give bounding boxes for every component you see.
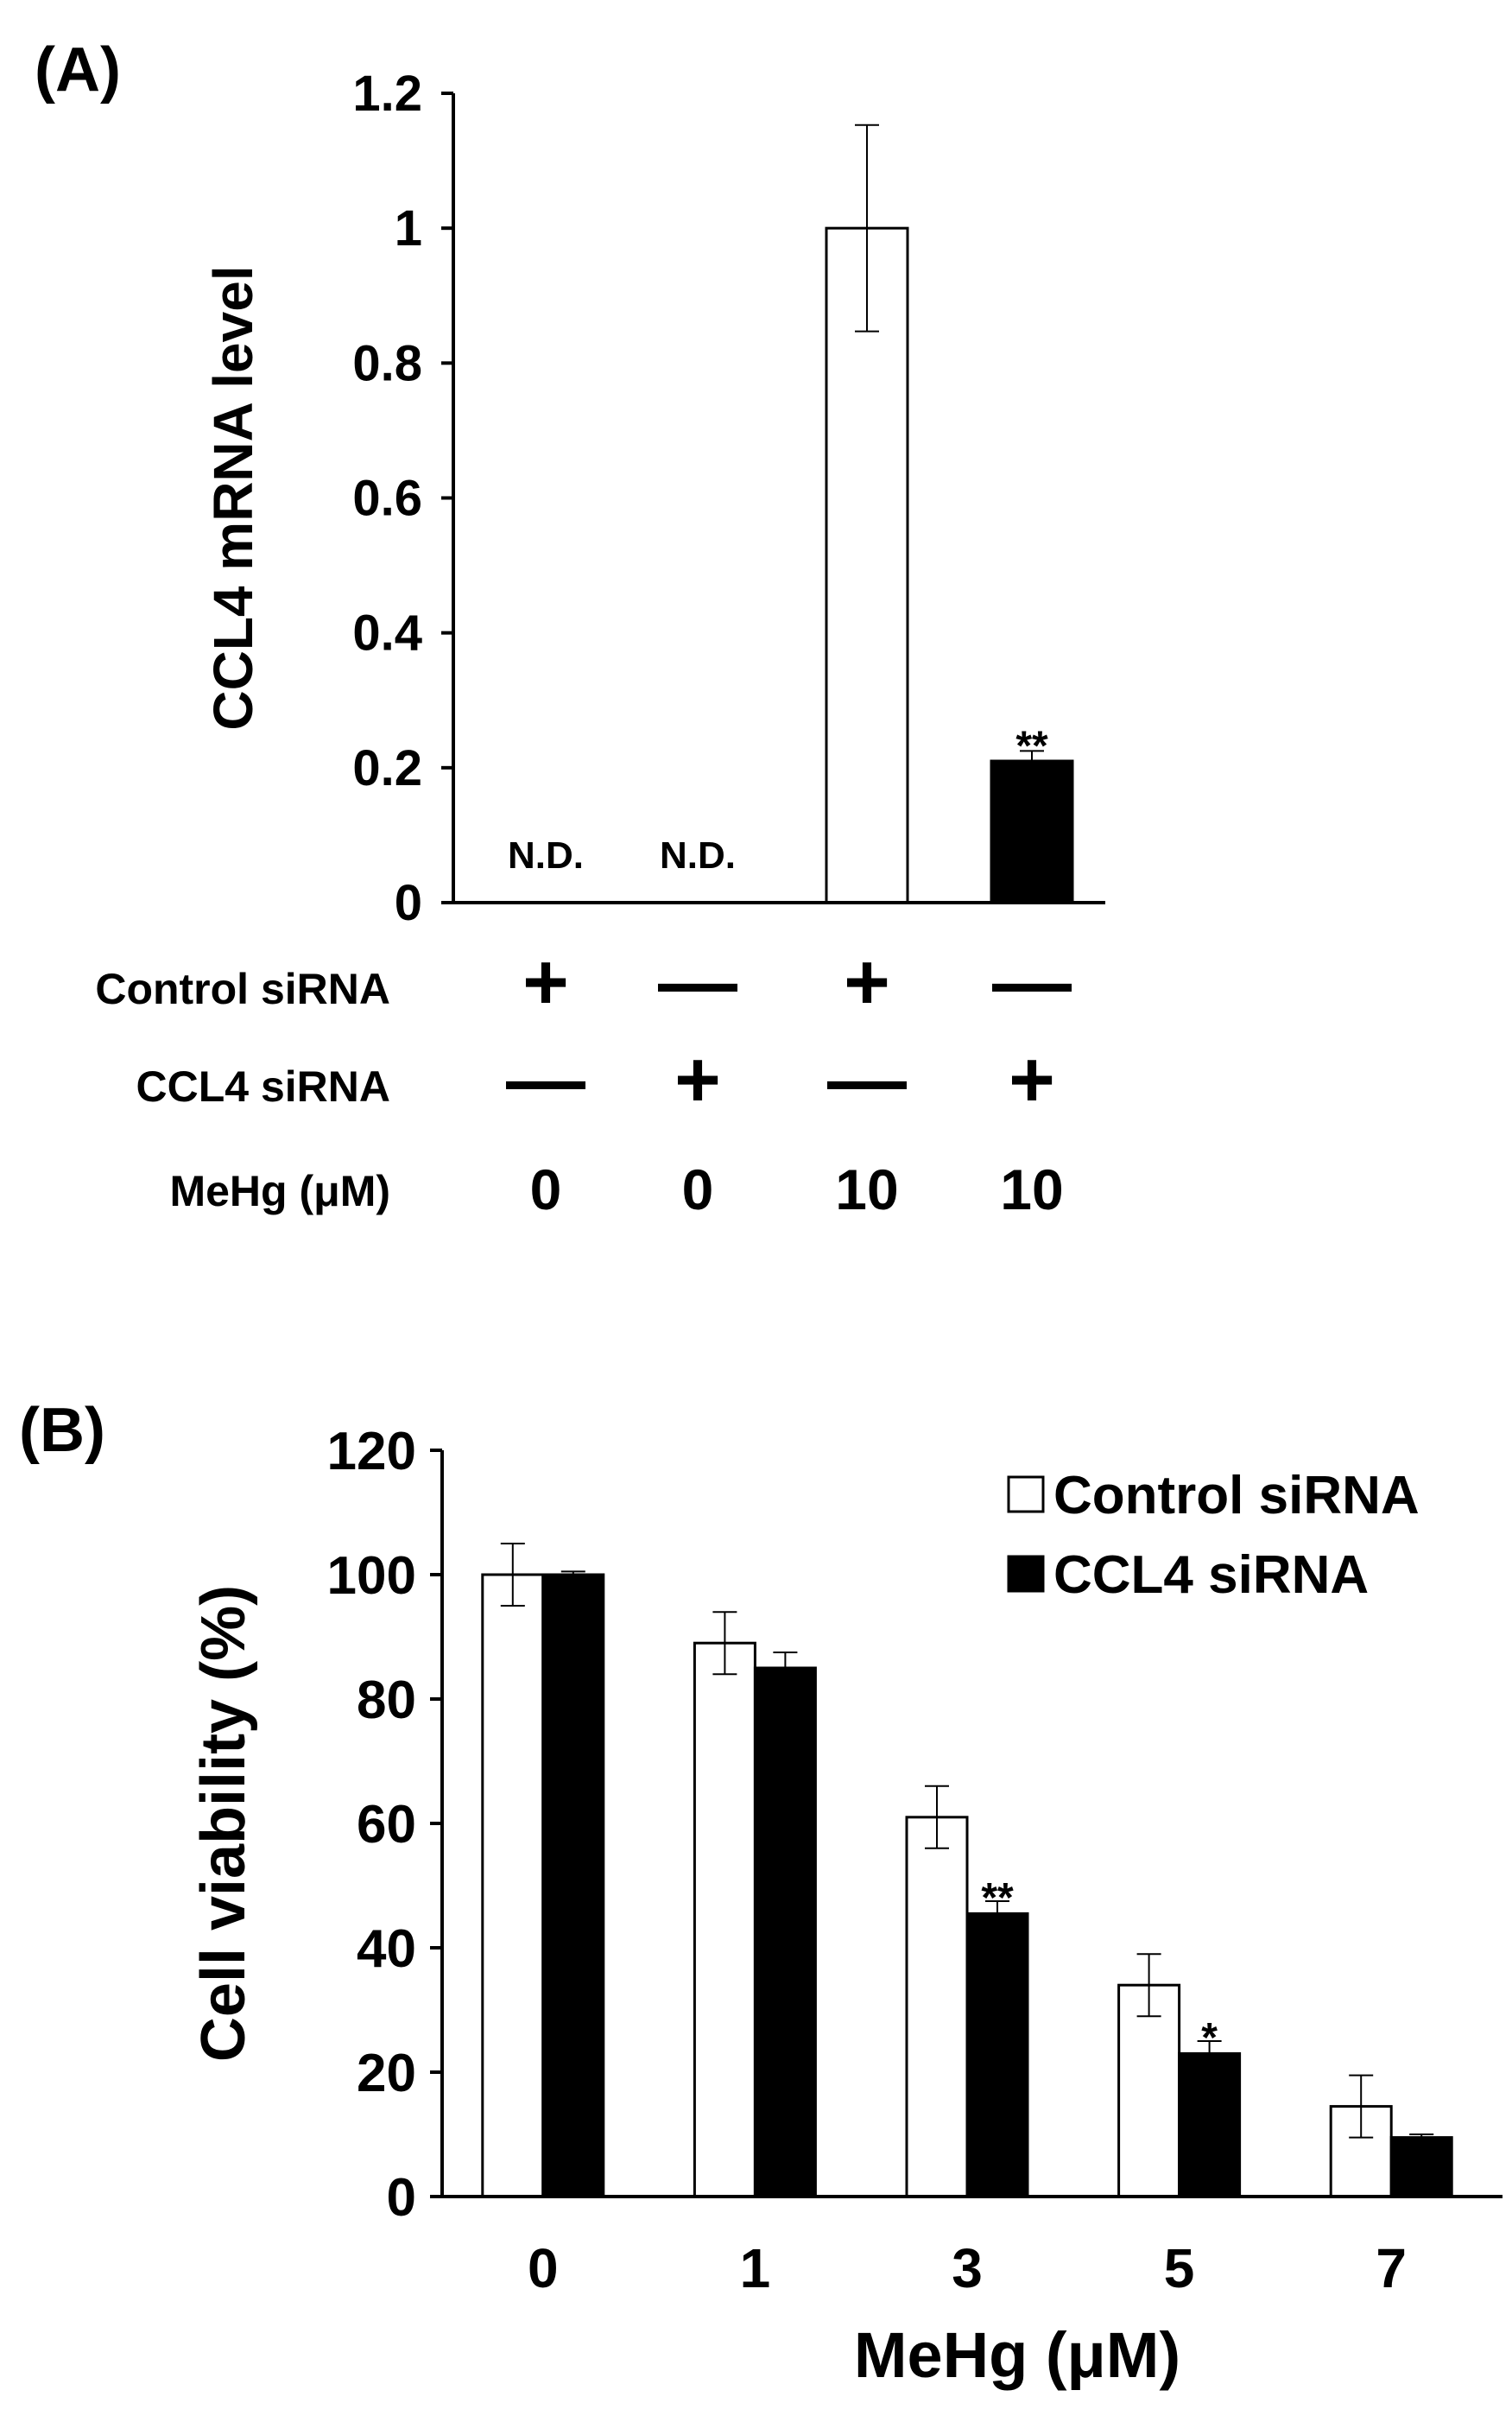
condition-table-a: Control siRNA + — + — CCL4 siRNA — + — + MeHg (μM)… (95, 938, 1072, 1221)
y-tick-label-b: 120 (327, 1422, 416, 1481)
condition-cell: 10 (835, 1157, 898, 1221)
panel-label-a: (A) (35, 35, 121, 105)
y-tick-label-a: 0.4 (352, 606, 422, 662)
y-ticks-b: 0 20 40 60 80 100 120 (327, 1422, 442, 2228)
bar-a (990, 759, 1074, 904)
bar-b (753, 1666, 817, 2198)
bar-b (481, 1573, 545, 2198)
y-tick-label-b: 0 (387, 2168, 416, 2228)
condition-cell: 10 (1000, 1157, 1063, 1221)
y-ticks-a: 0 0.2 0.4 0.6 0.8 1 1.2 (352, 66, 453, 931)
panel-b: (B) Cell viability (%) 0 20 40 60 80 100 120 *… (19, 1396, 1503, 2391)
condition-cell: 0 (682, 1157, 714, 1221)
condition-cell: + (522, 938, 569, 1026)
bar-b (541, 1573, 605, 2198)
x-tick-label-b: 0 (528, 2237, 559, 2299)
legend-b: Control siRNA CCL4 siRNA (1007, 1466, 1420, 1605)
x-tick-label-b: 1 (740, 2237, 771, 2299)
x-tick-label-b: 7 (1376, 2237, 1407, 2299)
significance-marker-b: ** (981, 1875, 1014, 1921)
y-axis-label-b: Cell viability (%) (189, 1585, 258, 2062)
x-axis-label-b: MeHg (μM) (854, 2319, 1180, 2391)
panel-label-b: (B) (19, 1396, 105, 1465)
significance-marker-b: * (1201, 2015, 1218, 2061)
condition-cell: — (827, 1036, 907, 1124)
y-tick-label-a: 0.8 (352, 335, 422, 391)
x-ticks-b: 0 1 3 5 7 (528, 2237, 1407, 2299)
legend-swatch (1007, 1555, 1045, 1593)
bar-b (905, 1816, 969, 2198)
y-tick-label-a: 0.2 (352, 740, 422, 796)
bar-b (965, 1912, 1029, 2198)
bars-b: *** (481, 1543, 1453, 2198)
legend-label: CCL4 siRNA (1053, 1545, 1369, 1605)
bar-annotation-a: ** (1015, 723, 1048, 769)
legend-label: Control siRNA (1053, 1466, 1420, 1525)
condition-row-label: MeHg (μM) (169, 1167, 390, 1215)
bar-b (1389, 2136, 1453, 2198)
y-tick-label-a: 0 (395, 875, 422, 931)
condition-row-label: Control siRNA (95, 965, 390, 1013)
legend-swatch (1007, 1475, 1045, 1513)
y-tick-label-b: 60 (357, 1795, 416, 1855)
y-tick-label-a: 0.6 (352, 471, 422, 527)
condition-cell: + (844, 938, 890, 1026)
y-tick-label-a: 1.2 (352, 66, 422, 122)
y-tick-label-b: 100 (327, 1546, 416, 1606)
condition-cell: + (1009, 1036, 1055, 1124)
condition-cell: — (992, 938, 1072, 1026)
y-tick-label-b: 80 (357, 1671, 416, 1730)
bar-annotation-a: N.D. (508, 834, 584, 877)
condition-cell: 0 (530, 1157, 562, 1221)
x-tick-label-b: 5 (1164, 2237, 1195, 2299)
bars-a: N.D. N.D. ** (508, 124, 1074, 904)
x-tick-label-b: 3 (952, 2237, 983, 2299)
y-axis-label-a: CCL4 mRNA level (202, 265, 264, 730)
bar-b (1117, 1983, 1181, 2198)
condition-row-label: CCL4 siRNA (136, 1062, 390, 1111)
y-tick-label-a: 1 (395, 200, 422, 257)
condition-cell: — (506, 1036, 585, 1124)
condition-cell: — (658, 938, 737, 1026)
bar-annotation-a: N.D. (660, 834, 736, 877)
bar-b (693, 1641, 756, 2198)
panel-a: (A) CCL4 mRNA level 0 0.2 0.4 0.6 0.8 1 1.2 N.… (35, 35, 1105, 1221)
y-tick-label-b: 20 (357, 2044, 416, 2103)
y-tick-label-b: 40 (357, 1919, 416, 1979)
bar-b (1178, 2051, 1242, 2198)
condition-cell: + (674, 1036, 721, 1124)
